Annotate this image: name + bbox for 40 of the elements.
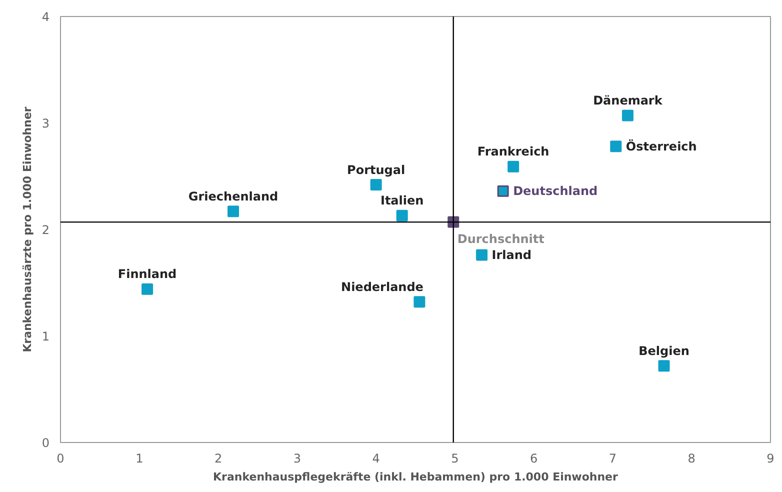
x-tick-label: 5 [451, 452, 459, 466]
point [396, 210, 408, 222]
series-label: Belgien [638, 344, 690, 358]
x-tick-label: 4 [372, 452, 380, 466]
series-label: Griechenland [188, 189, 278, 204]
series-label: Finnland [118, 267, 177, 282]
y-tick-label: 0 [42, 436, 50, 450]
x-tick-label: 9 [766, 452, 774, 466]
series-label: Portugal [347, 162, 406, 177]
point [658, 360, 670, 372]
x-tick-label: 0 [56, 452, 64, 466]
y-tick-label: 3 [42, 116, 50, 130]
series-label: Niederlande [341, 280, 424, 294]
point [142, 283, 154, 295]
series-label: Österreich [626, 138, 697, 154]
series-label: Frankreich [477, 144, 550, 159]
series-label: Durchschnitt [457, 232, 545, 246]
point [622, 110, 634, 122]
point [228, 206, 240, 218]
point [497, 185, 509, 197]
series-label: Deutschland [513, 184, 598, 198]
point [370, 179, 382, 191]
point [476, 249, 488, 261]
y-axis-title: Krankenhausärzte pro 1.000 Einwohner [20, 106, 34, 352]
x-tick-label: 2 [214, 452, 222, 466]
series-label: Italien [380, 194, 424, 208]
x-tick-label: 8 [688, 452, 696, 466]
point [508, 160, 520, 172]
y-tick-label: 1 [42, 330, 50, 344]
series-label: Dänemark [593, 94, 664, 108]
point [610, 140, 622, 152]
x-tick-label: 7 [608, 452, 617, 466]
x-tick-label: 3 [293, 452, 301, 466]
y-tick-label: 4 [42, 10, 50, 24]
x-axis-title: Krankenhauspflegekräfte (inkl. Hebammen) pro 1.000 Einwohner [213, 470, 619, 484]
x-tick-label: 6 [530, 452, 538, 466]
y-tick-label: 2 [42, 223, 50, 237]
x-tick-label: 1 [136, 452, 144, 466]
series-label: Irland [492, 248, 532, 262]
point [414, 296, 426, 308]
